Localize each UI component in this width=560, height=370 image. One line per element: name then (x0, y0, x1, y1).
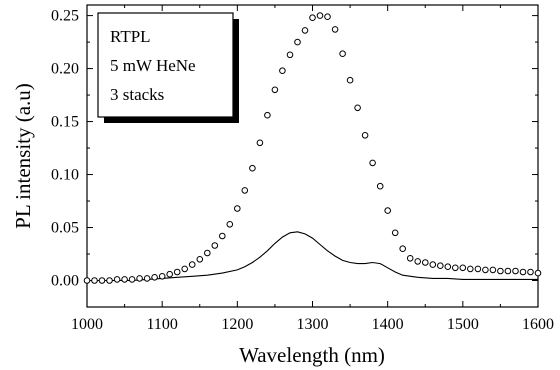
data-point (143, 275, 151, 282)
x-tick-label: 1400 (372, 316, 404, 333)
data-point (279, 67, 286, 74)
data-point (226, 221, 234, 228)
data-point (166, 270, 173, 278)
data-point (294, 38, 301, 46)
x-tick-label: 1100 (146, 316, 177, 333)
series-markers-group (83, 12, 542, 284)
y-tick-label: 0.20 (51, 61, 79, 78)
data-point (256, 139, 264, 147)
data-point (151, 274, 158, 281)
data-point (241, 187, 249, 194)
x-tick-label: 1200 (221, 316, 253, 333)
y-tick-label: 0.05 (51, 220, 79, 237)
data-point (361, 132, 369, 139)
data-point (406, 254, 414, 262)
y-tick-label: 0.25 (51, 8, 79, 25)
data-point (527, 268, 534, 276)
annotation-line-2: 5 mW HeNe (110, 56, 196, 75)
data-point (429, 261, 437, 268)
data-point (339, 50, 346, 58)
x-tick-label: 1000 (71, 316, 103, 333)
series-line-group (87, 231, 538, 282)
y-tick-label: 0.15 (51, 114, 79, 131)
data-point (444, 263, 452, 271)
y-tick-label: 0.10 (51, 167, 79, 184)
data-point (324, 13, 331, 21)
annotation-box: RTPL 5 mW HeNe 3 stacks (97, 12, 239, 123)
data-point (128, 276, 136, 283)
data-point (234, 205, 241, 212)
data-point (376, 182, 384, 190)
data-point (181, 265, 188, 273)
data-point (512, 267, 519, 275)
data-point (369, 159, 376, 167)
data-point (83, 277, 91, 284)
data-point (399, 245, 407, 252)
data-point (309, 14, 316, 22)
data-point (354, 104, 361, 112)
x-axis: 1000 1100 1200 1300 1400 1500 1600 (71, 5, 554, 333)
x-tick-label: 1600 (522, 316, 554, 333)
data-point (467, 265, 474, 273)
data-point (264, 111, 271, 119)
data-point (196, 256, 204, 263)
data-point (286, 51, 294, 59)
data-point (219, 232, 226, 240)
series-line (87, 231, 538, 282)
data-point (437, 262, 444, 270)
data-point (173, 268, 181, 276)
data-point (482, 266, 489, 274)
annotation-line-1: RTPL (110, 27, 151, 46)
data-point (249, 164, 256, 172)
data-point (497, 267, 504, 275)
data-point (301, 27, 309, 34)
data-point (136, 275, 143, 282)
data-point (504, 267, 512, 275)
data-point (422, 259, 429, 266)
x-tick-label: 1500 (447, 316, 479, 333)
data-point (106, 277, 113, 284)
data-point (414, 258, 422, 265)
data-point (271, 86, 279, 94)
data-point (534, 269, 542, 277)
data-point (91, 277, 98, 284)
y-tick-label: 0.00 (51, 273, 79, 290)
data-point (331, 26, 339, 33)
annotation-line-3: 3 stacks (110, 85, 164, 104)
data-point (346, 76, 354, 84)
data-point (489, 266, 497, 274)
annotation-box-body (97, 12, 234, 118)
data-point (474, 265, 482, 273)
data-point (121, 276, 128, 283)
data-point (113, 276, 121, 283)
data-point (188, 261, 196, 268)
data-point (459, 264, 467, 272)
x-tick-label: 1300 (297, 316, 329, 333)
y-axis-label: PL intensity (a.u) (11, 83, 35, 229)
data-point (384, 207, 392, 214)
data-point (391, 229, 399, 237)
data-point (519, 268, 527, 276)
x-axis-label: Wavelength (nm) (239, 343, 385, 367)
data-point (98, 277, 106, 284)
data-point (204, 249, 211, 257)
y-axis: 0.00 0.05 0.10 0.15 0.20 0.25 (51, 8, 538, 290)
data-point (452, 264, 459, 272)
data-point (211, 242, 219, 249)
data-point (316, 12, 324, 19)
data-point (158, 273, 166, 280)
